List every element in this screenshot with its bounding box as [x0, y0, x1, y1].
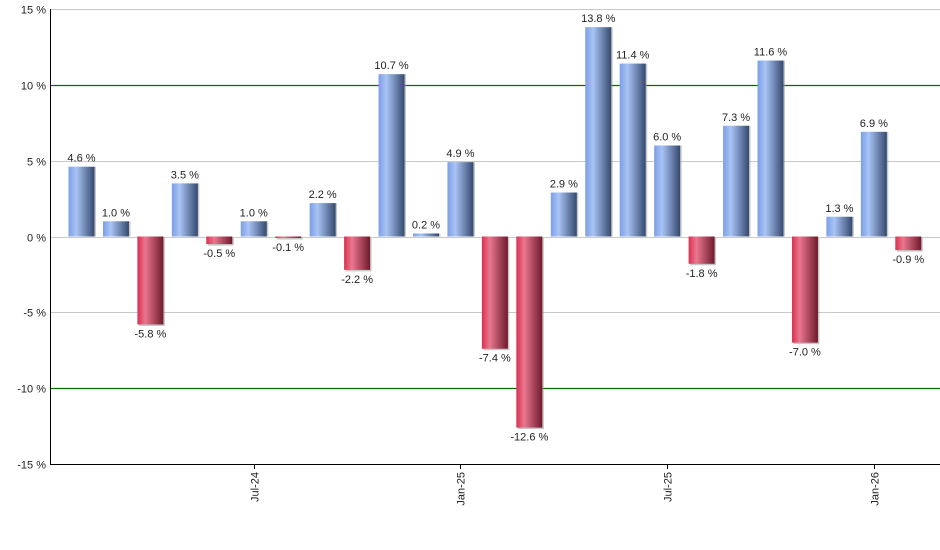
bar — [68, 166, 95, 237]
bars — [68, 27, 923, 430]
axes: 15 % 10 % 5 % 0 % -5 % -10 % -15 % Jul-24 Jan-25… — [17, 5, 940, 506]
bar-value-label: 1.0 % — [240, 207, 268, 219]
bar-value-label: -0.9 % — [892, 254, 924, 266]
y-tick-label: -15 % — [17, 460, 46, 472]
bar-value-label: 2.9 % — [550, 179, 578, 191]
bar-value-label: 4.6 % — [67, 153, 95, 165]
y-tick-label: 10 % — [21, 81, 46, 93]
bar — [860, 131, 887, 237]
bar-value-label: 6.9 % — [860, 118, 888, 130]
bar — [309, 203, 336, 237]
bar — [757, 60, 784, 237]
bar — [481, 236, 508, 349]
bar — [619, 63, 646, 237]
bar — [206, 236, 233, 245]
y-tick-label: 5 % — [27, 157, 46, 169]
y-tick-label: 15 % — [21, 5, 46, 17]
bar-value-label: -1.8 % — [686, 268, 718, 280]
bar-value-label: -12.6 % — [510, 432, 548, 444]
bar — [240, 221, 267, 237]
x-tick-label: Jul-24 — [250, 472, 262, 502]
bar-value-label: -0.1 % — [272, 242, 304, 254]
bar-value-label: 13.8 % — [581, 13, 615, 25]
bar — [171, 183, 198, 237]
bar — [447, 162, 474, 237]
bar — [791, 236, 818, 343]
bar — [102, 221, 129, 237]
bar — [895, 236, 922, 251]
bar — [137, 236, 164, 325]
y-tick-label: -5 % — [23, 308, 46, 320]
bar-value-label: 11.6 % — [754, 47, 788, 59]
bar — [413, 233, 439, 237]
bar-value-label: 7.3 % — [722, 112, 750, 124]
x-tick-label: Jan-26 — [870, 472, 882, 506]
x-tick-label: Jul-25 — [663, 472, 675, 502]
bar-value-label: -2.2 % — [341, 274, 373, 286]
y-tick-label: 0 % — [27, 233, 46, 245]
bar — [550, 192, 577, 237]
bar-value-label: -7.4 % — [479, 353, 511, 365]
bar-value-label: 3.5 % — [171, 169, 199, 181]
bar — [378, 74, 405, 237]
bar-value-label: 1.0 % — [102, 207, 130, 219]
bar-shadow — [276, 238, 303, 240]
bar-value-label: 6.0 % — [653, 132, 681, 144]
bar-value-label: 11.4 % — [616, 50, 650, 62]
bar-value-label: 0.2 % — [412, 219, 440, 231]
bar — [723, 125, 750, 237]
bar-value-label: 2.2 % — [309, 189, 337, 201]
bar-value-label: 4.9 % — [446, 148, 474, 160]
bar — [344, 236, 371, 270]
y-tick-label: -10 % — [17, 384, 46, 396]
x-tick-label: Jan-25 — [456, 472, 468, 506]
bar — [516, 236, 543, 428]
bar — [654, 145, 681, 237]
bar-value-label: 1.3 % — [825, 203, 853, 215]
bar — [275, 236, 302, 239]
bar-value-label: -7.0 % — [789, 347, 821, 359]
bar — [826, 216, 853, 237]
bar-value-label: -0.5 % — [203, 248, 235, 260]
bar — [585, 27, 612, 237]
bar-value-label: -5.8 % — [135, 328, 167, 340]
bar — [688, 236, 715, 264]
data-labels: 4.6 % 1.0 % -5.8 % 3.5 % -0.5 % 1.0 % -0.1 % 2.… — [67, 13, 924, 443]
bar-value-label: 10.7 % — [374, 60, 408, 72]
